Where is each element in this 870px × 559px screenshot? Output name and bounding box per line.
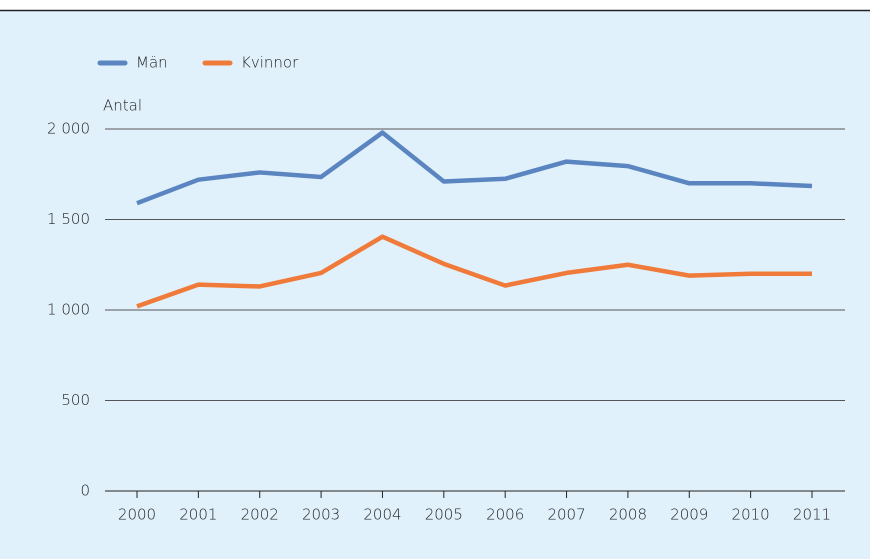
y-tick-label: 500 [61,391,90,409]
x-tick-label: 2000 [118,506,156,524]
x-tick-label: 2010 [732,506,770,524]
x-tick-label: 2005 [425,506,463,524]
x-tick-label: 2009 [670,506,708,524]
legend-label: Kvinnor [241,54,299,72]
x-tick-label: 2003 [302,506,340,524]
y-tick-label: 1 000 [47,301,90,319]
y-tick-label: 2 000 [47,120,90,138]
y-tick-label: 0 [80,482,90,500]
x-tick-label: 2004 [363,506,401,524]
line [136,234,812,309]
x-tick-label: 2002 [241,506,279,524]
legend-label: Män [136,54,168,72]
x-tick-label: 2006 [486,506,524,524]
x-tick-label: 2007 [547,506,585,524]
background [0,11,870,559]
line [136,130,813,206]
x-tick-label: 2008 [609,506,647,524]
y-axis-label: Antal [103,97,142,115]
x-tick-label: 2011 [793,506,831,524]
x-tick-label: 2001 [179,506,217,524]
y-tick-label: 1 500 [47,210,90,228]
